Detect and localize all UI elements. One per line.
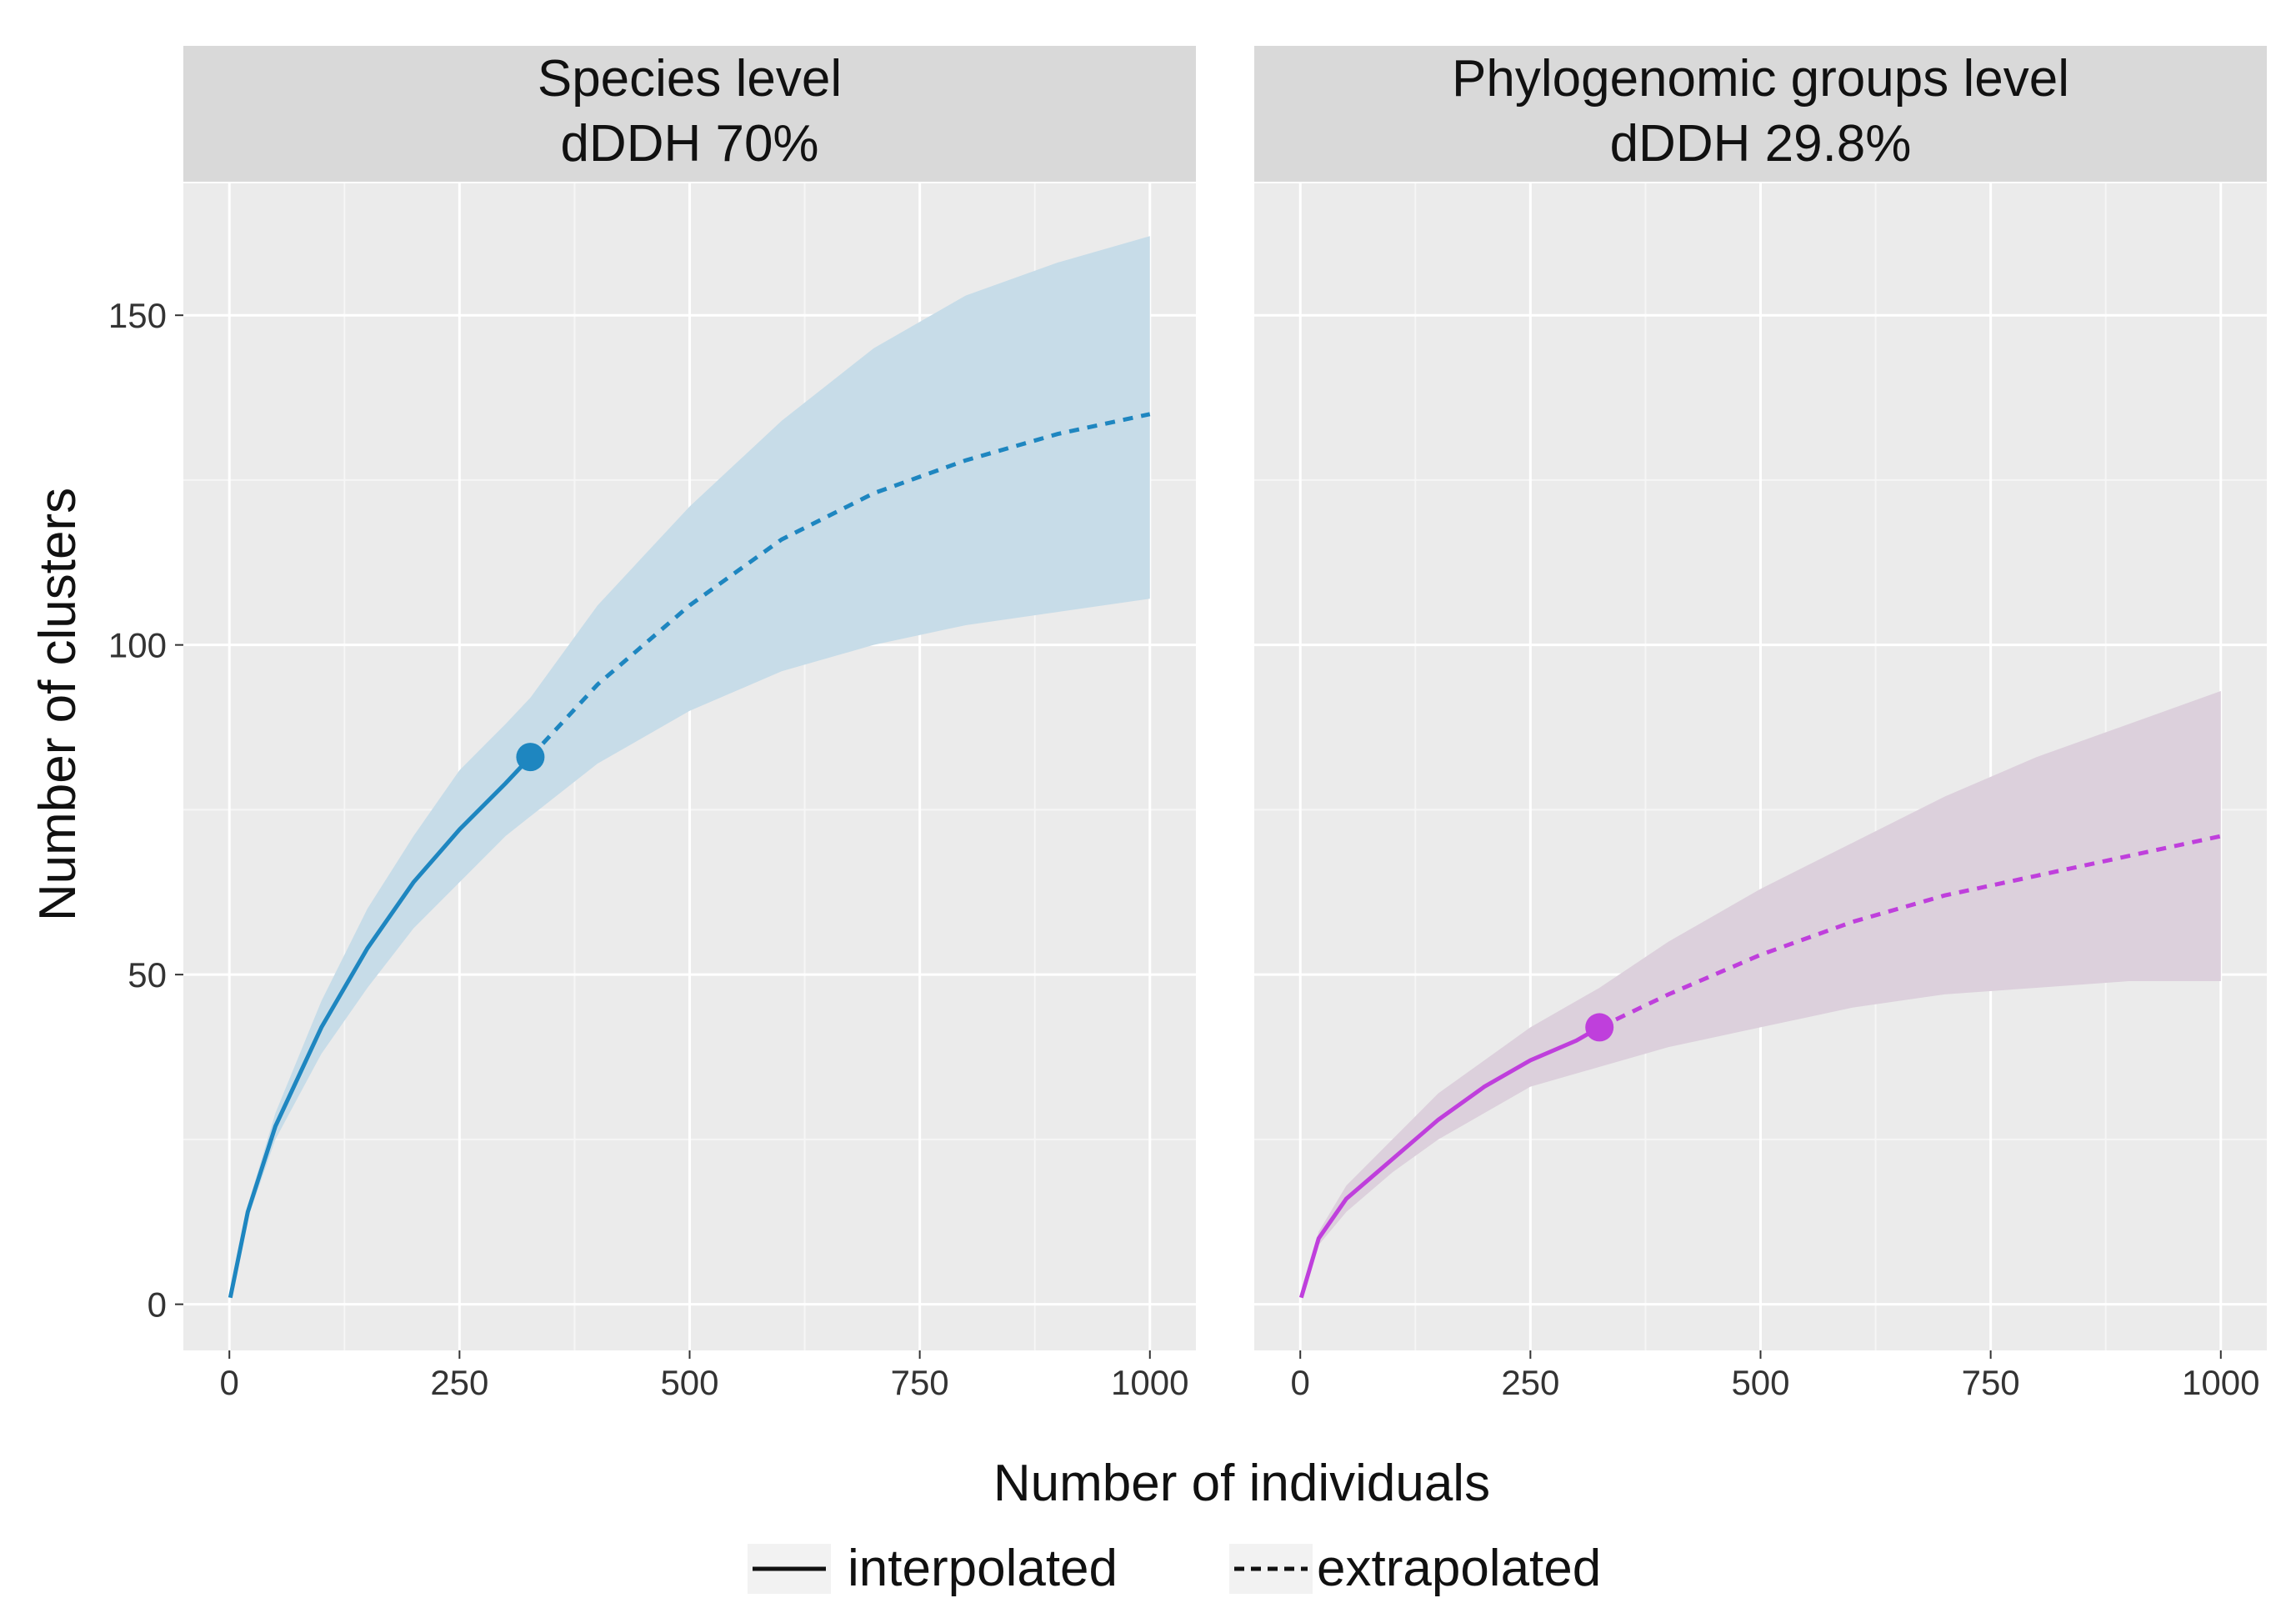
interpolated-line xyxy=(228,755,533,1299)
confidence-band xyxy=(1301,691,2221,1298)
strip-title-line2: dDDH 70% xyxy=(560,115,818,173)
strip-title-line1: Phylogenomic groups level xyxy=(1452,50,2069,108)
y-axis-title: Number of clusters xyxy=(29,488,87,921)
extrapolated-line xyxy=(1598,834,2222,1029)
legend-label-extrapolated: extrapolated xyxy=(1317,1540,1601,1597)
observed-point xyxy=(516,743,545,772)
strip-title-line1: Species level xyxy=(538,50,842,108)
legend: interpolated extrapolated xyxy=(748,1540,1601,1597)
observed-point xyxy=(1585,1013,1614,1042)
x-tick-label: 250 xyxy=(430,1363,488,1402)
strip-background xyxy=(183,46,1196,182)
panel-species: Species level dDDH 70% 0 250 500 750 1000 xyxy=(183,46,1196,1402)
x-tick-label: 0 xyxy=(220,1363,239,1402)
x-tick-label: 0 xyxy=(1291,1363,1310,1402)
x-axis-title: Number of individuals xyxy=(993,1455,1490,1512)
y-tick-label: 100 xyxy=(108,626,167,665)
confidence-band xyxy=(230,236,1150,1298)
x-tick-label: 750 xyxy=(1962,1363,2020,1402)
y-tick-label: 50 xyxy=(128,955,167,994)
legend-item-interpolated: interpolated xyxy=(748,1540,1118,1597)
strip-background xyxy=(1254,46,2267,182)
x-tick-label: 1000 xyxy=(2182,1363,2259,1402)
panel-phylogenomic: Phylogenomic groups level dDDH 29.8% 0 25… xyxy=(1254,46,2267,1402)
y-tick-label: 0 xyxy=(148,1285,167,1325)
interpolated-line xyxy=(1298,1025,1601,1299)
y-tick-label: 150 xyxy=(108,296,167,335)
legend-label-interpolated: interpolated xyxy=(848,1540,1118,1597)
x-tick-label: 500 xyxy=(1731,1363,1789,1402)
x-tick-label: 250 xyxy=(1501,1363,1559,1402)
strip-title-line2: dDDH 29.8% xyxy=(1610,115,1912,173)
y-axis: 0 50 100 150 xyxy=(108,296,183,1325)
legend-item-extrapolated: extrapolated xyxy=(1229,1540,1601,1597)
extrapolated-line xyxy=(528,412,1151,759)
x-tick-label: 500 xyxy=(660,1363,718,1402)
x-tick-label: 1000 xyxy=(1111,1363,1188,1402)
x-axis: 0 250 500 750 1000 xyxy=(1291,1350,2259,1402)
x-tick-label: 750 xyxy=(891,1363,949,1402)
x-axis: 0 250 500 750 1000 xyxy=(220,1350,1188,1402)
